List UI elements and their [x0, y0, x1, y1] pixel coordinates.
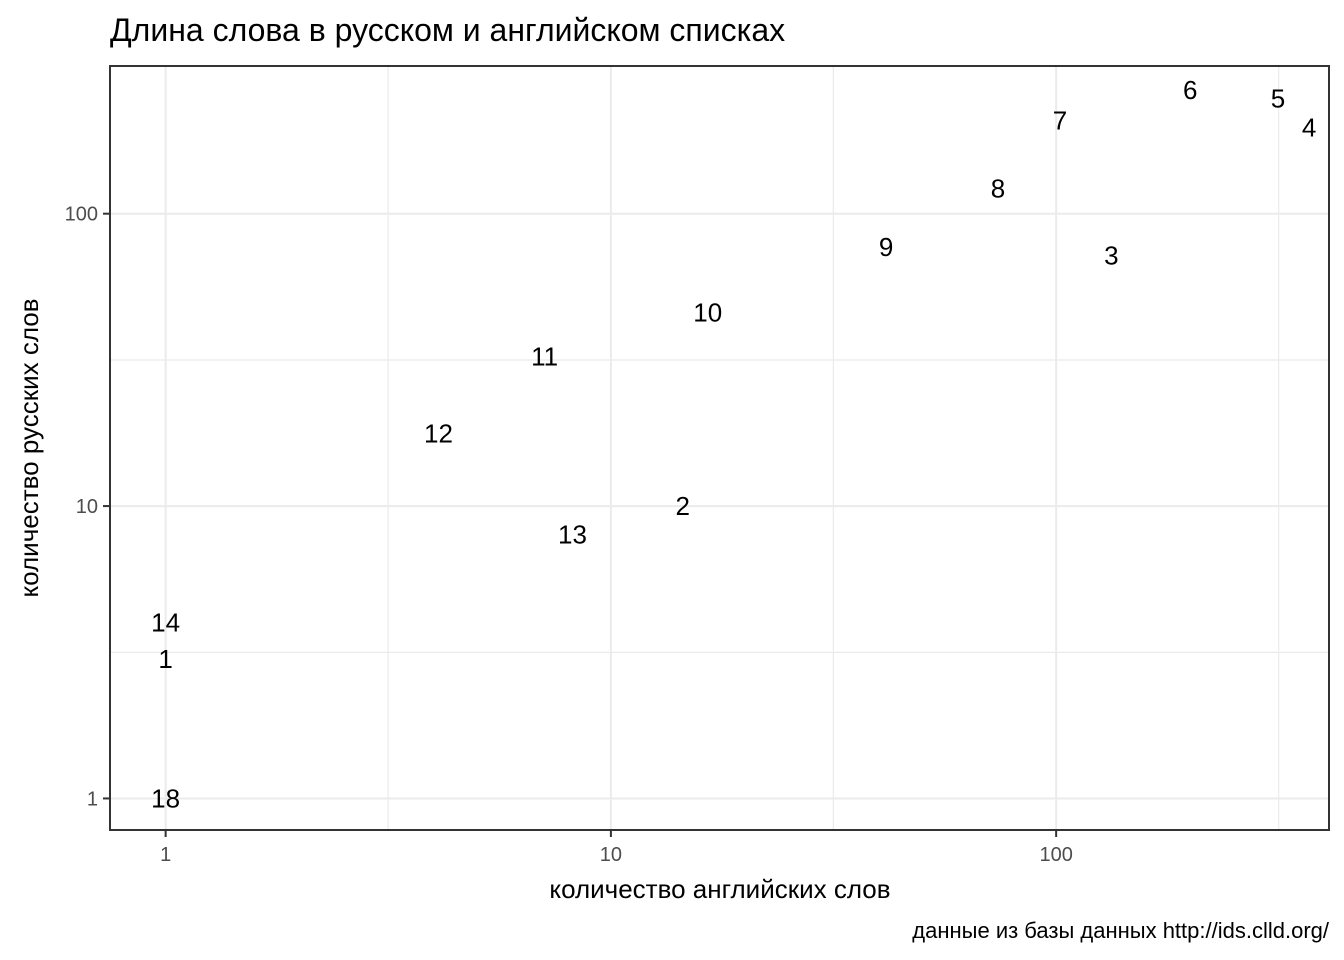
y-tick-label: 100	[65, 204, 98, 226]
point-label: 9	[879, 232, 893, 262]
point-label: 13	[558, 519, 587, 549]
x-axis-title: количество английских слов	[549, 874, 890, 904]
point-label: 8	[991, 173, 1005, 203]
y-tick-label: 1	[87, 788, 98, 810]
point-label: 10	[693, 297, 722, 327]
point-label: 4	[1302, 113, 1316, 143]
x-tick-label: 1	[160, 844, 171, 866]
point-label: 14	[151, 607, 180, 637]
point-label: 11	[531, 341, 558, 371]
point-label: 6	[1183, 75, 1197, 105]
point-label: 3	[1104, 240, 1118, 270]
axis-ticks: 1 10 100 1 10 100	[65, 204, 1073, 866]
x-tick-label: 10	[600, 844, 622, 866]
point-label: 2	[676, 491, 690, 521]
y-axis-title: количество русских слов	[14, 298, 44, 597]
x-tick-label: 100	[1039, 844, 1072, 866]
grid	[110, 66, 1329, 830]
point-label: 1	[158, 644, 172, 674]
chart-title: Длина слова в русском и английском списк…	[110, 12, 785, 48]
chart-caption: данные из базы данных http://ids.clld.or…	[912, 918, 1330, 943]
point-label: 5	[1271, 83, 1285, 113]
plot-panel-border	[109, 65, 1330, 831]
y-tick-label: 10	[76, 496, 98, 518]
point-label: 18	[151, 783, 180, 813]
point-label: 12	[424, 419, 453, 449]
point-label: 7	[1053, 106, 1067, 136]
